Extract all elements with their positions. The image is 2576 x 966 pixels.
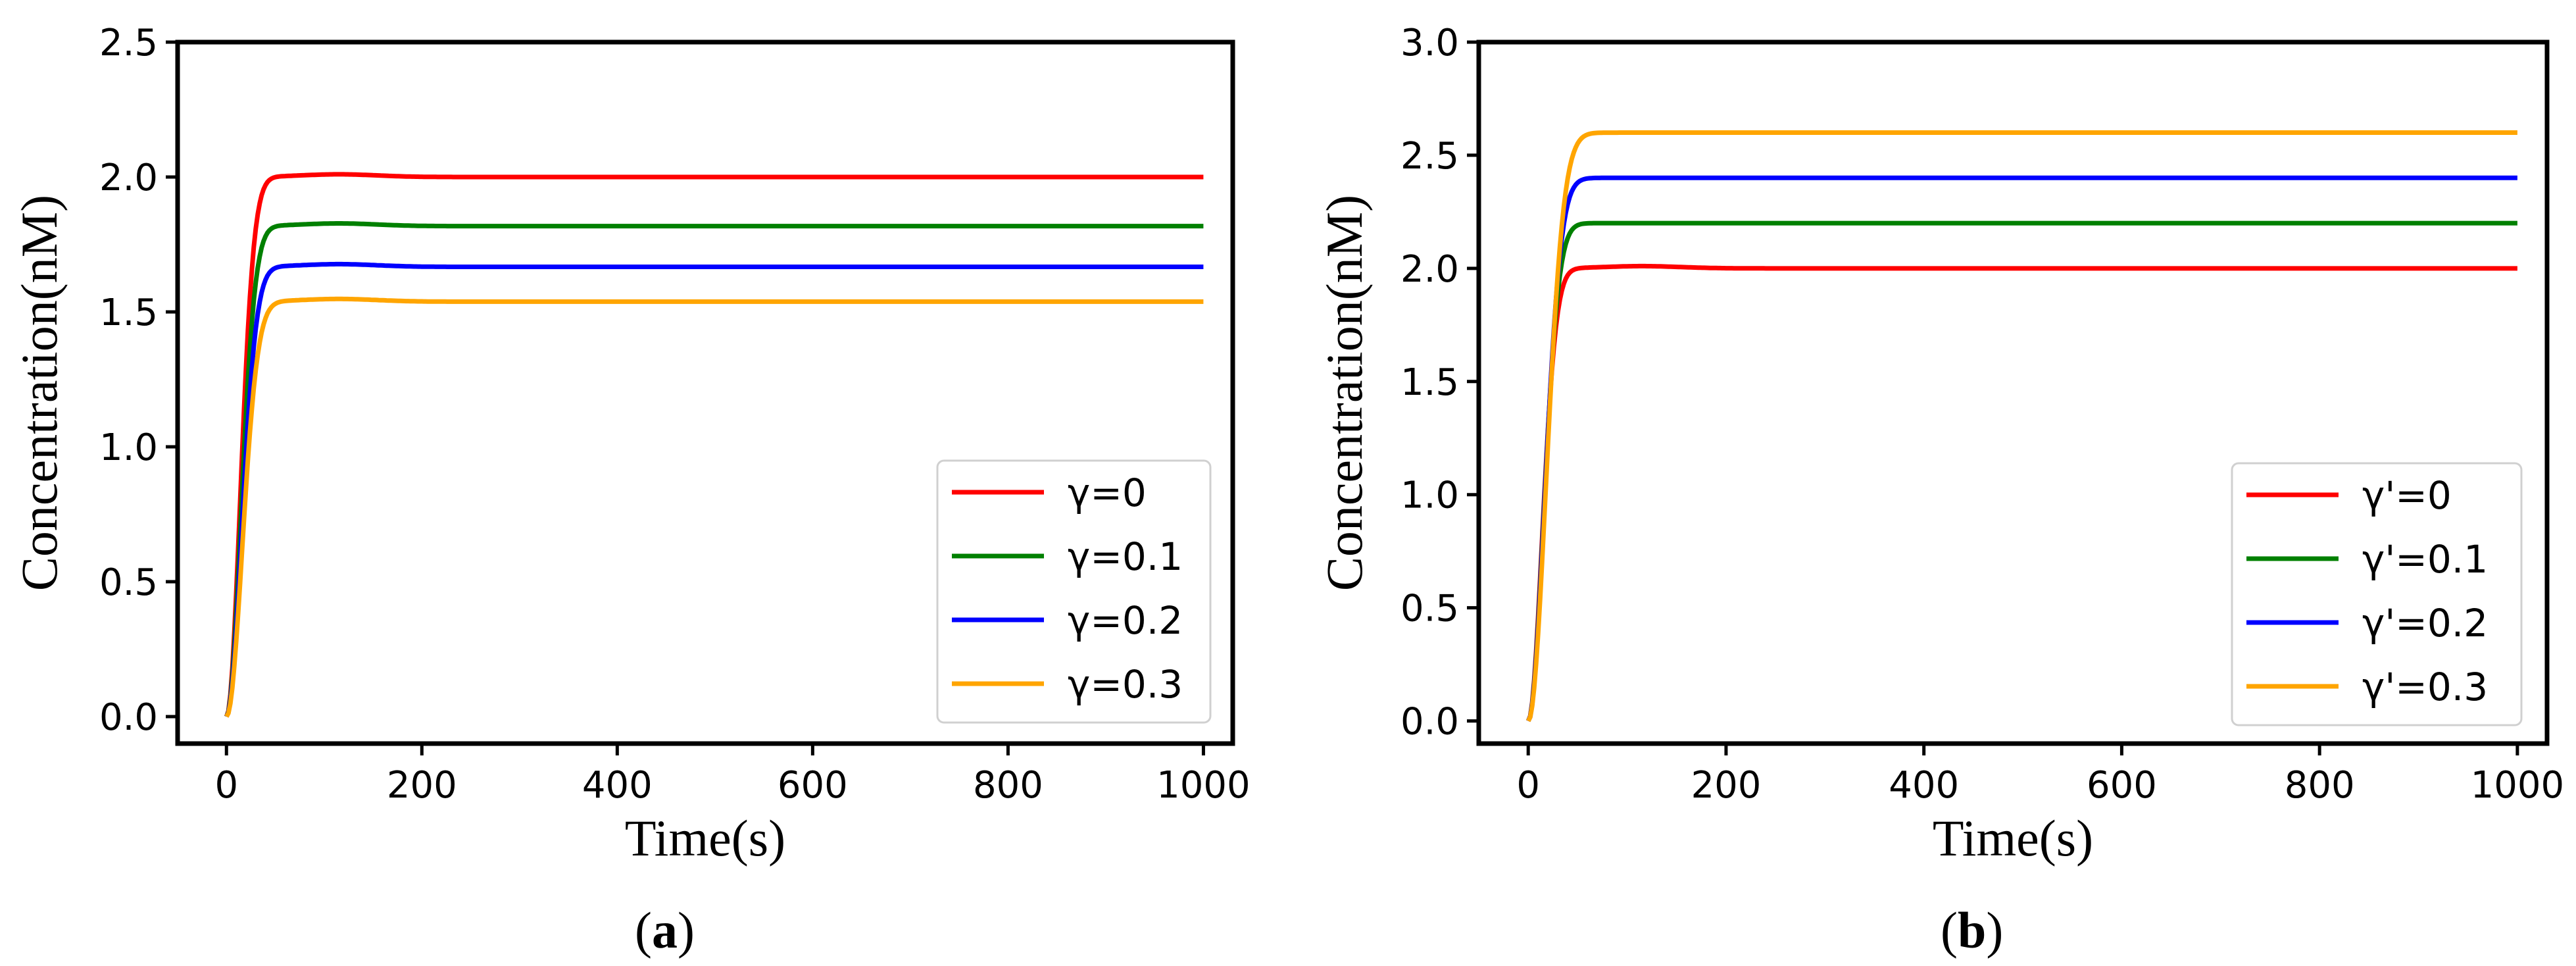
y-tick-label: 2.0: [99, 157, 158, 199]
y-tick-label: 1.0: [99, 426, 158, 469]
legend-label: γ=0.3: [1068, 662, 1183, 707]
legend-label: γ=0.2: [1068, 598, 1183, 643]
y-axis-label: Concentration(nM): [1316, 195, 1373, 591]
x-tick-label: 400: [582, 764, 653, 807]
legend: γ'=0 γ'=0.1 γ'=0.2 γ'=0.3: [2231, 462, 2523, 726]
y-tick-label: 1.5: [99, 292, 158, 334]
x-tick-label: 1000: [1156, 764, 1251, 807]
legend: γ=0 γ=0.1 γ=0.2 γ=0.3: [936, 459, 1212, 724]
y-tick-label: 0.5: [99, 561, 158, 604]
series-line-4: [1526, 130, 2518, 723]
y-axis-label: Concentration(nM): [11, 195, 68, 591]
y-tick-label: 0.0: [99, 696, 158, 739]
x-tick-label: 200: [1691, 764, 1761, 807]
x-tick-label: 800: [973, 764, 1043, 807]
y-tick-label: 2.5: [99, 22, 158, 64]
legend-label: γ'=0.3: [2362, 665, 2488, 709]
y-tick-label: 2.0: [1400, 248, 1459, 291]
legend-label: γ'=0.1: [2362, 537, 2488, 582]
panel-label: (b): [1941, 902, 2003, 959]
panel-label: (a): [635, 902, 695, 959]
chart-a: 0 200 400 600 800 1000 0.0 0.5 1.0 1.5 2.0 2.5 Time(…: [11, 22, 1251, 959]
series-line-2: [224, 221, 1204, 718]
y-tick-label: 2.5: [1400, 135, 1459, 178]
x-tick-label: 200: [387, 764, 457, 807]
x-tick-label: 600: [778, 764, 848, 807]
series-line-3: [224, 261, 1204, 718]
y-tick-label: 0.0: [1400, 701, 1459, 744]
y-tick-label: 3.0: [1400, 22, 1459, 64]
x-axis-label: Time(s): [625, 809, 785, 867]
series-line-3: [1526, 175, 2518, 723]
plot-frame: [175, 39, 1235, 746]
y-tick-label: 0.5: [1400, 588, 1459, 630]
legend-box: [2231, 462, 2523, 726]
x-axis-label: Time(s): [1933, 809, 2093, 867]
series-line-1: [224, 172, 1204, 718]
x-tick-label: 600: [2087, 764, 2157, 807]
legend-label: γ'=0.2: [2362, 601, 2488, 646]
y-tick-label: 1.0: [1400, 474, 1459, 517]
legend-label: γ'=0: [2362, 473, 2452, 518]
plot-frame: [1476, 39, 2550, 746]
series-line-2: [1526, 220, 2518, 723]
x-tick-label: 400: [1889, 764, 1959, 807]
legend-label: γ=0: [1068, 470, 1147, 515]
legend-box: [936, 459, 1212, 724]
x-tick-label: 800: [2285, 764, 2355, 807]
x-tick-label: 0: [1516, 764, 1540, 807]
series-line-4: [224, 296, 1204, 718]
x-tick-label: 0: [214, 764, 238, 807]
chart-b: 0 200 400 600 800 1000 0.0 0.5 1.0 1.5 2.0 2.5 3.0 Ti…: [1316, 22, 2564, 959]
y-tick-label: 1.5: [1400, 361, 1459, 404]
series-line-1: [1525, 263, 2518, 722]
x-tick-label: 1000: [2471, 764, 2565, 807]
legend-label: γ=0.1: [1068, 534, 1183, 579]
